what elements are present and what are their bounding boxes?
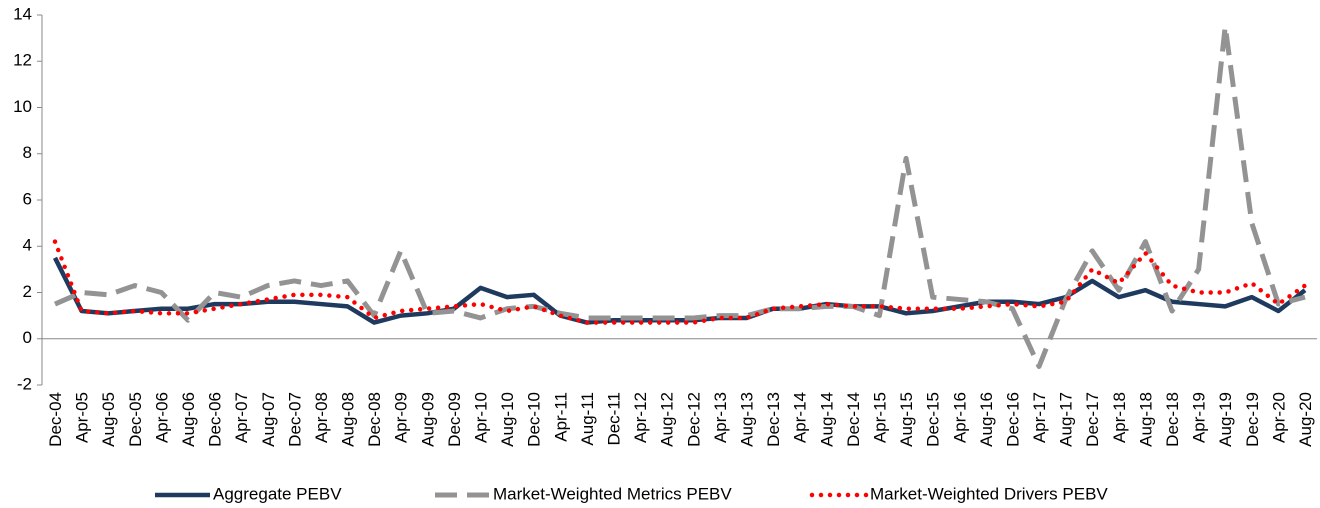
x-tick-label: Aug-10 [498, 392, 517, 447]
x-tick-label: Dec-18 [1163, 392, 1182, 447]
x-tick-label: Dec-04 [46, 392, 65, 447]
x-tick-label: Dec-15 [924, 392, 943, 447]
x-tick-label: Dec-08 [365, 392, 384, 447]
x-tick-label: Apr-05 [73, 392, 92, 443]
x-tick-label: Aug-08 [339, 392, 358, 447]
x-tick-label: Apr-17 [1030, 392, 1049, 443]
x-tick-label: Apr-08 [312, 392, 331, 443]
x-tick-label: Apr-13 [711, 392, 730, 443]
x-tick-label: Apr-09 [392, 392, 411, 443]
x-tick-label: Aug-05 [99, 392, 118, 447]
y-tick-label: 6 [23, 189, 32, 208]
series-line [52, 239, 1308, 325]
x-tick-label: Dec-19 [1243, 392, 1262, 447]
y-tick-label: 0 [23, 328, 32, 347]
x-tick-label: Apr-12 [631, 392, 650, 443]
x-tick-label: Aug-09 [418, 392, 437, 447]
x-tick-label: Dec-13 [764, 392, 783, 447]
y-tick-label: 8 [23, 143, 32, 162]
x-tick-label: Dec-11 [605, 392, 624, 446]
y-tick-label: 12 [13, 51, 32, 70]
y-tick-label: 4 [23, 236, 32, 255]
x-tick-label: Aug-07 [259, 392, 278, 447]
x-tick-label: Aug-20 [1296, 392, 1315, 447]
legend-label: Aggregate PEBV [213, 484, 342, 503]
x-tick-label: Dec-07 [285, 392, 304, 447]
x-tick-label: Apr-06 [152, 392, 171, 443]
x-tick-label: Aug-12 [658, 392, 677, 447]
x-tick-label: Dec-12 [684, 392, 703, 447]
x-tick-label: Apr-18 [1110, 392, 1129, 443]
x-tick-label: Apr-15 [870, 392, 889, 443]
legend-label: Market-Weighted Metrics PEBV [493, 484, 732, 503]
x-tick-label: Apr-10 [472, 392, 491, 443]
y-tick-label: 2 [23, 282, 32, 301]
x-tick-label: Aug-17 [1057, 392, 1076, 447]
x-tick-label: Apr-11 [551, 392, 570, 442]
x-tick-label: Apr-16 [950, 392, 969, 443]
x-tick-label: Aug-16 [977, 392, 996, 447]
x-tick-label: Aug-18 [1136, 392, 1155, 447]
x-tick-label: Apr-20 [1269, 392, 1288, 443]
y-tick-label: 14 [13, 4, 32, 23]
x-tick-label: Aug-11 [578, 392, 597, 446]
x-tick-label: Aug-13 [737, 392, 756, 447]
x-tick-label: Dec-06 [206, 392, 225, 447]
legend-label: Market-Weighted Drivers PEBV [870, 484, 1108, 503]
x-tick-label: Aug-14 [817, 392, 836, 447]
series-line [52, 256, 1307, 325]
x-tick-label: Dec-10 [525, 392, 544, 447]
x-tick-label: Aug-15 [897, 392, 916, 447]
x-tick-label: Apr-19 [1190, 392, 1209, 443]
x-tick-label: Dec-09 [445, 392, 464, 447]
series-line [54, 24, 1306, 369]
x-tick-label: Dec-16 [1003, 392, 1022, 447]
x-tick-label: Dec-17 [1083, 392, 1102, 447]
x-tick-label: Apr-07 [232, 392, 251, 443]
x-tick-label: Apr-14 [791, 392, 810, 443]
y-tick-label: 10 [13, 97, 32, 116]
x-tick-label: Dec-14 [844, 392, 863, 447]
y-tick-label: -2 [17, 374, 32, 393]
x-tick-label: Aug-19 [1216, 392, 1235, 447]
x-tick-label: Aug-06 [179, 392, 198, 447]
x-tick-label: Dec-05 [126, 392, 145, 447]
